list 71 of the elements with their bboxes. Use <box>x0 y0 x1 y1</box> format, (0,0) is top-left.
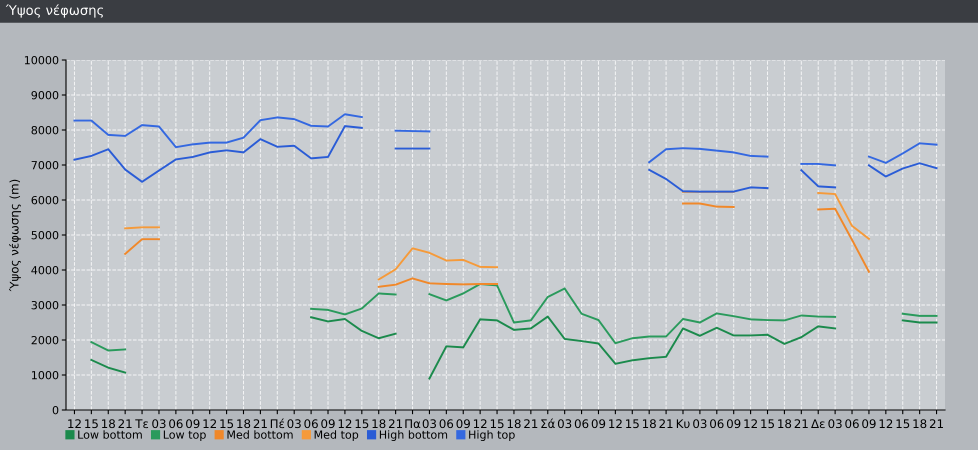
x-tick-label: 18 <box>642 419 656 428</box>
x-tick-label: 21 <box>388 419 402 428</box>
chart-title: Ύψος νέφωσης <box>6 4 104 18</box>
x-tick-label: 18 <box>237 419 250 428</box>
x-tick-label: 03 <box>693 419 706 428</box>
y-tick-label: 10000 <box>24 56 58 64</box>
x-tick-label: 21 <box>930 419 943 428</box>
x-tick-label: 12 <box>68 419 81 428</box>
x-tick-label: 03 <box>558 419 572 428</box>
x-tick-label: Δε <box>811 419 825 428</box>
x-tick-label: 21 <box>118 419 132 428</box>
x-tick-label: Τε <box>135 419 148 428</box>
x-tick-label: 21 <box>659 419 673 428</box>
x-tick-label: 03 <box>422 419 436 428</box>
x-tick-label: 15 <box>626 419 639 428</box>
x-tick-label: 06 <box>845 419 859 428</box>
x-tick-label: 12 <box>474 419 486 428</box>
y-tick-label: 6000 <box>32 196 58 204</box>
x-tick-label: 09 <box>321 419 335 428</box>
x-tick-label: 03 <box>828 419 842 428</box>
y-tick-label: 0 <box>52 406 58 414</box>
x-tick-label: 15 <box>896 419 910 428</box>
x-tick-label: 12 <box>744 419 757 428</box>
x-tick-label: Πέ <box>270 418 284 428</box>
legend-label: Med top <box>314 430 358 441</box>
legend-label: Low top <box>164 430 206 441</box>
x-tick-label: 06 <box>710 419 724 428</box>
x-tick-label: Κυ <box>676 419 690 428</box>
x-tick-label: 12 <box>203 419 216 428</box>
x-tick-label: 06 <box>574 419 588 428</box>
x-tick-label: 21 <box>254 419 267 428</box>
y-tick-label: 2000 <box>32 336 58 344</box>
x-tick-label: 18 <box>102 419 115 428</box>
x-tick-label: 15 <box>761 419 774 428</box>
x-tick-label: 06 <box>304 419 318 428</box>
y-tick-label: 8000 <box>32 126 58 134</box>
x-tick-label: 09 <box>726 419 740 428</box>
y-tick-label: 5000 <box>32 230 58 240</box>
x-tick-label: 03 <box>287 419 301 428</box>
legend-label: Low bottom <box>78 430 142 439</box>
legend-label: High bottom <box>380 430 448 441</box>
x-tick-label: 15 <box>490 419 504 428</box>
x-tick-label: 12 <box>609 419 622 428</box>
x-tick-label: 06 <box>169 419 183 428</box>
x-tick-label: 18 <box>913 419 926 428</box>
y-tick-label: 7000 <box>32 160 58 170</box>
x-tick-label: 18 <box>372 419 386 428</box>
x-tick-label: 12 <box>880 419 892 428</box>
x-tick-label: 21 <box>794 419 808 428</box>
x-tick-label: 09 <box>592 419 606 428</box>
y-tick-label: 9000 <box>31 90 58 100</box>
x-tick-label: 09 <box>456 419 470 428</box>
y-tick-label: 3000 <box>32 300 58 310</box>
legend-label: High top <box>469 430 515 441</box>
y-tick-label: 1000 <box>32 370 58 380</box>
x-tick-label: 21 <box>524 419 538 428</box>
x-tick-label: 15 <box>356 419 368 428</box>
x-tick-label: Πα <box>405 419 420 428</box>
y-tick-label: 4000 <box>31 266 58 274</box>
x-tick-label: 09 <box>862 419 876 428</box>
x-tick-label: 15 <box>220 419 234 428</box>
x-tick-label: 09 <box>186 419 200 428</box>
x-tick-label: 15 <box>85 419 98 428</box>
x-tick-label: Σά <box>541 418 555 428</box>
x-tick-label: 03 <box>152 419 166 428</box>
x-tick-label: 18 <box>778 419 792 428</box>
y-axis-title: Ύψος νέφωσης (m) <box>9 180 21 292</box>
x-tick-label: 12 <box>338 419 352 428</box>
x-tick-label: 18 <box>508 419 521 428</box>
legend-label: Med bottom <box>227 430 293 439</box>
x-tick-label: 06 <box>440 419 454 428</box>
